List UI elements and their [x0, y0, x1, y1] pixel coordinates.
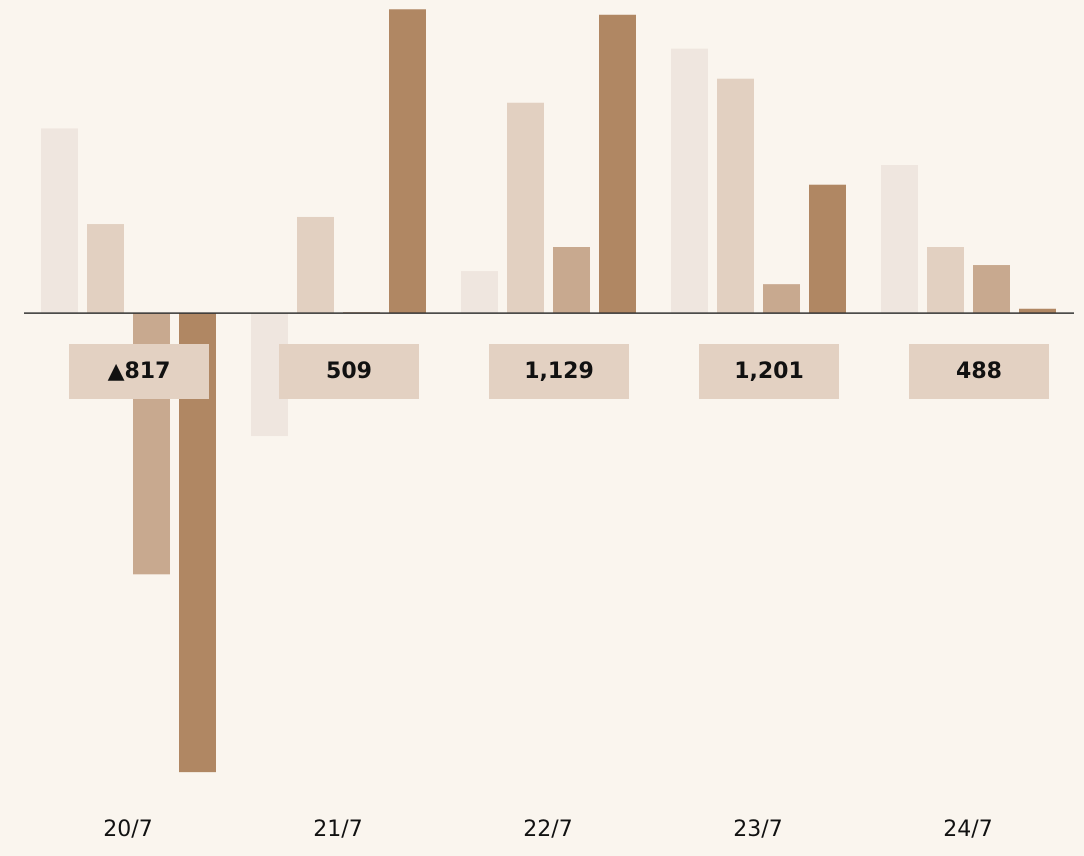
bar [973, 265, 1010, 314]
bar [599, 14, 636, 314]
total-box [489, 344, 629, 399]
total-box [909, 344, 1049, 399]
total-label: 1,201 [734, 359, 804, 384]
total-box [69, 344, 209, 399]
bar [881, 165, 918, 314]
bar [41, 128, 78, 314]
total-box [279, 344, 419, 399]
bar [717, 78, 754, 314]
bar [763, 284, 800, 314]
bar [671, 48, 708, 314]
bar [87, 224, 124, 314]
x-tick-label: 24/7 [943, 817, 992, 842]
total-label: 1,129 [524, 359, 594, 384]
bar [809, 184, 846, 314]
bar [389, 9, 426, 314]
bar [461, 271, 498, 314]
total-label: 509 [326, 359, 372, 384]
bar [297, 216, 334, 314]
bar [553, 246, 590, 314]
x-tick-label: 21/7 [313, 817, 362, 842]
x-tick-label: 23/7 [733, 817, 782, 842]
x-tick-label: 22/7 [523, 817, 572, 842]
bar [507, 102, 544, 314]
bar [927, 246, 964, 314]
x-tick-label: 20/7 [103, 817, 152, 842]
bar [1019, 308, 1056, 314]
total-box [699, 344, 839, 399]
total-label: 488 [956, 359, 1002, 384]
total-label: ▲817 [108, 359, 171, 384]
